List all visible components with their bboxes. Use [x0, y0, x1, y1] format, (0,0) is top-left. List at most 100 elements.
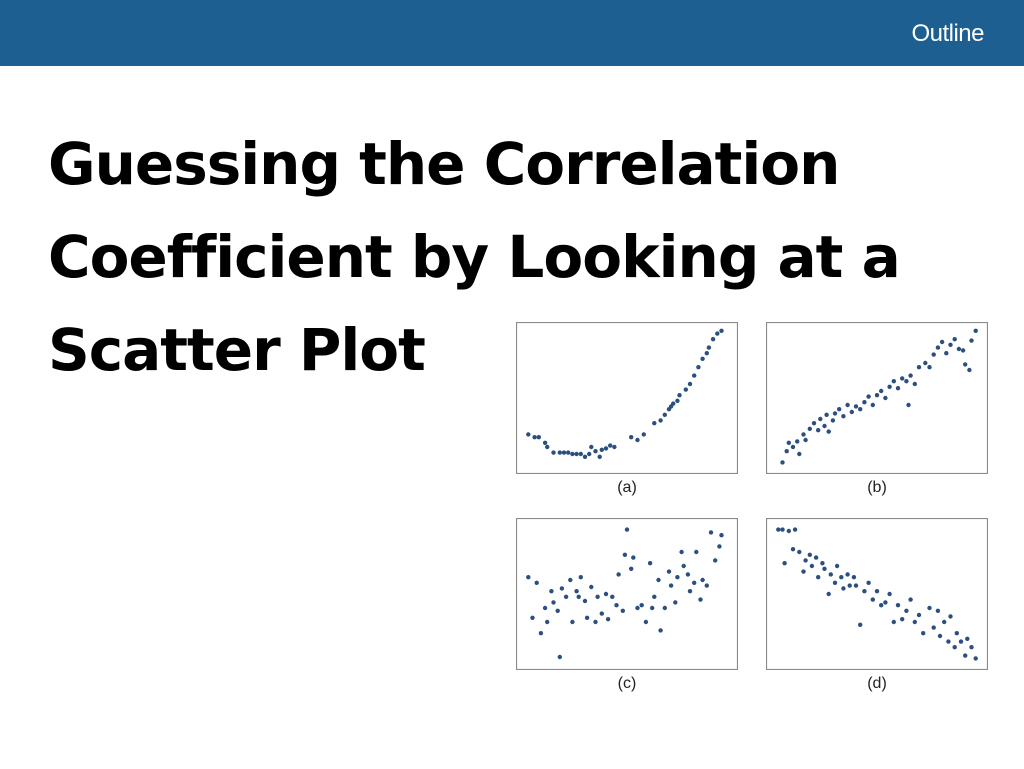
scatter-point-b-13	[824, 412, 829, 417]
scatter-point-c-4	[542, 605, 548, 611]
scatter-point-c-56	[713, 558, 718, 563]
scatter-point-c-39	[656, 577, 661, 583]
scatter-point-b-28	[883, 395, 888, 401]
scatter-point-c-42	[666, 569, 672, 574]
scatter-point-d-39	[916, 612, 922, 618]
scatter-point-b-23	[862, 400, 867, 405]
scatter-point-c-16	[578, 575, 583, 580]
scatter-point-d-17	[832, 580, 838, 585]
scatter-point-d-20	[841, 586, 846, 591]
scatter-point-d-15	[826, 591, 831, 597]
scatter-point-d-8	[803, 558, 808, 563]
scatter-point-d-21	[845, 572, 850, 577]
plot-frame-c	[516, 518, 738, 670]
scatter-point-b-33	[904, 379, 909, 384]
scatter-point-d-54	[973, 656, 978, 661]
scatter-plot-d: (d)	[766, 518, 988, 692]
scatter-point-d-0	[776, 527, 781, 532]
scatter-point-c-24	[605, 617, 611, 622]
scatter-point-b-17	[837, 407, 842, 412]
scatter-point-a-31	[677, 393, 682, 398]
scatter-point-c-44	[673, 600, 678, 605]
scatter-point-d-52	[965, 636, 970, 641]
slide-title: Guessing the Correlation Coefficient by …	[48, 130, 901, 384]
scatter-point-b-51	[973, 328, 978, 333]
scatter-point-d-10	[809, 563, 815, 569]
plot-frame-b	[766, 322, 988, 474]
scatter-point-b-46	[956, 346, 962, 352]
scatter-point-d-49	[954, 631, 959, 636]
header-bar: Outline	[0, 0, 1024, 66]
scatter-point-a-18	[603, 446, 609, 451]
scatter-point-c-18	[584, 615, 590, 620]
scatter-point-c-38	[652, 594, 657, 599]
scatter-point-a-38	[706, 345, 712, 350]
plot-frame-d	[766, 518, 988, 670]
scatter-point-d-28	[870, 597, 875, 602]
scatter-point-a-3	[542, 440, 548, 445]
outline-link[interactable]: Outline	[911, 20, 984, 47]
scatter-point-d-3	[786, 528, 791, 534]
scatter-point-c-43	[668, 583, 674, 588]
scatter-plot-a: (a)	[516, 322, 738, 496]
scatter-point-a-26	[662, 412, 667, 417]
scatter-point-a-16	[597, 454, 602, 459]
scatter-point-d-23	[851, 575, 857, 580]
scatter-point-c-10	[559, 586, 565, 591]
scatter-point-d-41	[927, 605, 932, 611]
scatter-point-b-8	[807, 426, 812, 431]
scatter-point-b-12	[822, 423, 827, 429]
scatter-point-d-26	[862, 589, 867, 594]
scatter-point-a-41	[719, 328, 724, 333]
scatter-point-a-24	[652, 421, 657, 426]
scatter-point-a-37	[704, 351, 709, 356]
scatter-point-c-37	[650, 605, 655, 611]
scatter-point-c-51	[694, 549, 699, 555]
plot-frame-a	[516, 322, 738, 474]
scatter-point-c-49	[687, 589, 693, 594]
scatter-point-c-26	[614, 603, 619, 608]
scatter-point-b-10	[816, 428, 821, 433]
scatter-point-c-47	[681, 563, 686, 569]
scatter-point-d-38	[912, 619, 917, 625]
scatter-point-c-41	[662, 605, 667, 611]
scatter-point-a-5	[551, 450, 556, 455]
scatter-point-a-17	[599, 447, 604, 452]
scatter-point-d-45	[942, 619, 947, 625]
scatter-point-c-54	[704, 583, 709, 588]
scatter-point-a-39	[710, 337, 716, 342]
scatter-point-b-1	[784, 449, 789, 454]
scatter-point-c-9	[557, 654, 562, 660]
scatter-point-b-44	[948, 342, 953, 347]
scatter-point-d-53	[969, 645, 974, 650]
scatter-point-c-12	[568, 577, 573, 583]
scatter-point-b-3	[790, 444, 796, 450]
scatter-point-c-52	[698, 597, 703, 602]
scatter-point-a-29	[671, 401, 676, 406]
scatter-point-a-19	[608, 443, 613, 448]
scatter-point-c-46	[679, 549, 684, 555]
scatter-point-c-35	[643, 619, 649, 625]
scatter-plot-d-svg	[766, 518, 988, 670]
scatter-point-d-19	[839, 575, 844, 580]
scatter-point-d-32	[887, 591, 892, 597]
scatter-point-a-7	[561, 450, 567, 455]
scatter-point-c-1	[530, 615, 535, 620]
scatter-point-b-11	[818, 416, 823, 422]
scatter-plot-a-svg	[516, 322, 738, 474]
scatter-point-d-36	[904, 608, 909, 613]
scatter-point-d-16	[828, 572, 833, 577]
scatter-point-c-0	[526, 575, 531, 580]
scatter-point-a-4	[545, 444, 550, 450]
scatter-point-b-45	[952, 337, 957, 342]
scatter-point-a-36	[700, 356, 705, 361]
scatter-point-c-6	[549, 589, 554, 594]
scatter-point-d-37	[908, 597, 913, 602]
scatter-point-d-42	[931, 625, 936, 630]
scatter-point-c-23	[603, 591, 609, 597]
scatter-point-c-14	[574, 589, 579, 594]
scatter-plot-b: (b)	[766, 322, 988, 496]
scatter-point-a-9	[570, 451, 575, 457]
scatter-point-d-24	[853, 583, 859, 588]
scatter-point-b-38	[923, 360, 928, 366]
